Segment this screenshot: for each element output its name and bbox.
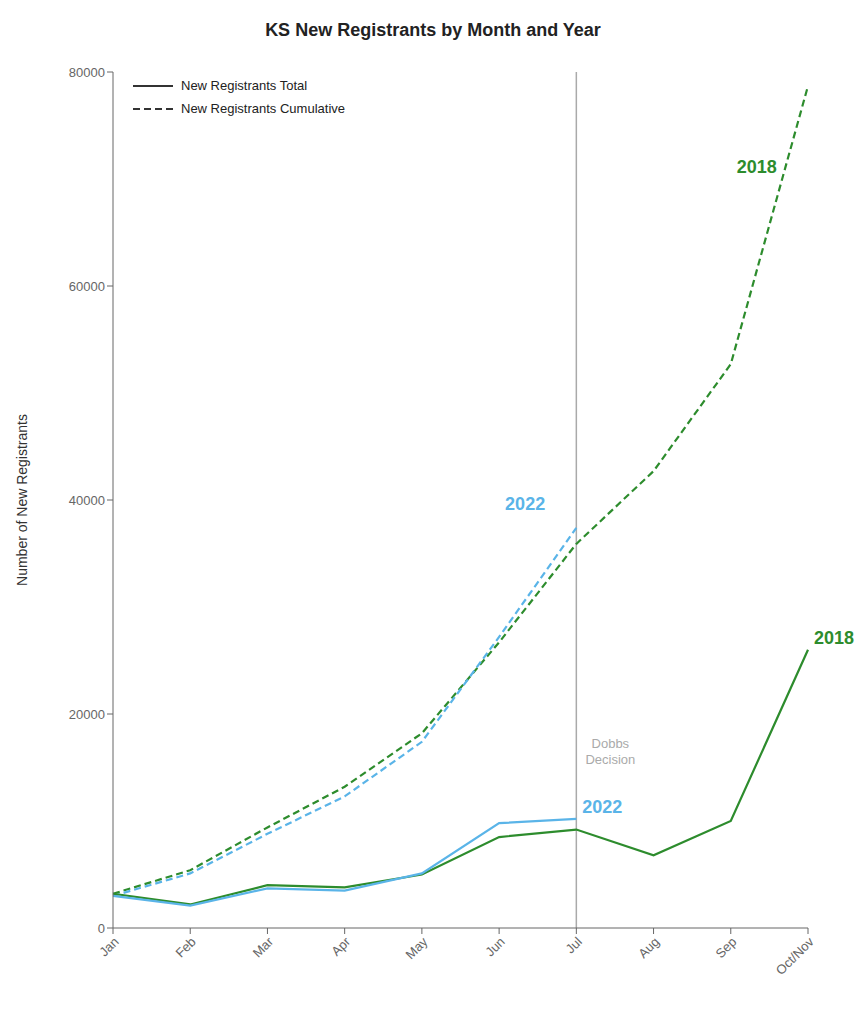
svg-text:0: 0	[98, 921, 105, 936]
svg-text:2022: 2022	[582, 797, 622, 817]
svg-text:May: May	[403, 934, 431, 962]
svg-text:Apr: Apr	[328, 934, 353, 959]
svg-text:60000: 60000	[69, 279, 105, 294]
html-text:KS New Registrants by Month an: KS New Registrants by Month and Year	[265, 20, 601, 40]
html-text:New Registrants Cumulative: New Registrants Cumulative	[181, 101, 345, 116]
svg-text:80000: 80000	[69, 65, 105, 80]
svg-text:Oct/Nov: Oct/Nov	[773, 934, 817, 978]
svg-text:Sep: Sep	[712, 934, 739, 961]
html-text:New Registrants Total: New Registrants Total	[181, 78, 308, 93]
svg-text:Jun: Jun	[482, 934, 507, 959]
svg-text:Feb: Feb	[172, 934, 198, 960]
svg-text:Mar: Mar	[250, 934, 277, 961]
svg-text:2018: 2018	[814, 628, 854, 648]
svg-text:Number of New Registrants: Number of New Registrants	[14, 414, 30, 586]
svg-text:20000: 20000	[69, 707, 105, 722]
svg-text:Jan: Jan	[96, 934, 121, 959]
svg-text:Jul: Jul	[563, 934, 585, 956]
svg-text:2018: 2018	[737, 157, 777, 177]
svg-text:DobbsDecision: DobbsDecision	[585, 736, 635, 767]
svg-text:Aug: Aug	[635, 934, 662, 961]
svg-text:2022: 2022	[505, 494, 545, 514]
svg-text:40000: 40000	[69, 493, 105, 508]
